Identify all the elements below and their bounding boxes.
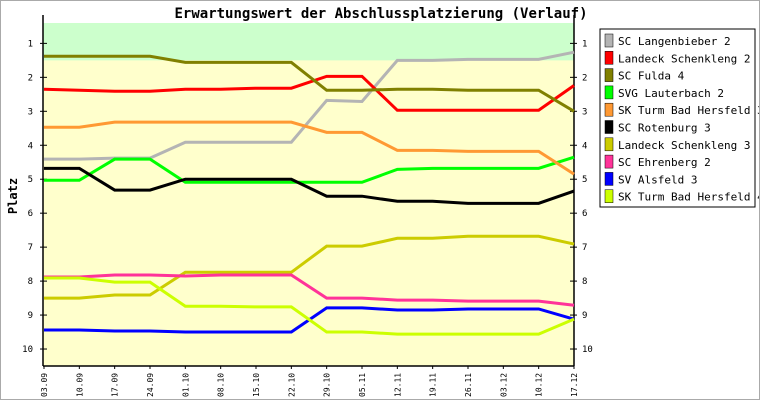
y-tick-label: 10: [22, 345, 33, 355]
legend-entry: SC Ehrenberg 2: [618, 156, 711, 169]
legend-entry: Landeck Schenkleng 2: [618, 52, 750, 65]
x-tick-label: 22.10: [287, 373, 296, 397]
legend-box: [599, 28, 756, 208]
x-tick-label: 10.12: [535, 373, 544, 397]
y-axis-label: Platz: [6, 178, 20, 214]
x-tick-label: 08.10: [217, 373, 226, 397]
y-tick-label: 3: [28, 107, 33, 117]
legend-entry: SC Rotenburg 3: [618, 122, 711, 135]
x-tick-label: 03.09: [40, 373, 49, 397]
legend-swatch: [604, 120, 614, 134]
series-line: [44, 155, 575, 184]
y-tick-label: 5: [28, 175, 33, 185]
y-tick-label: 6: [582, 209, 587, 219]
y-tick-label: 9: [28, 311, 33, 321]
series-line: [44, 166, 575, 205]
y-tick-label: 10: [582, 345, 593, 355]
x-tick-label: 01.10: [181, 373, 190, 397]
legend-swatch: [604, 102, 614, 117]
legend-swatch: [604, 85, 614, 100]
x-tick-label: 26.11: [464, 373, 473, 397]
legend-entry: SV Alsfeld 3: [618, 173, 697, 186]
x-tick-label: 12.11: [393, 373, 402, 397]
y-tick-label: 2: [28, 73, 33, 83]
legend-entry: Landeck Schenkleng 3: [618, 139, 750, 152]
series-line: [44, 120, 575, 176]
x-tick-label: 17.09: [111, 373, 120, 397]
series-line: [44, 276, 575, 336]
legend-swatch: [604, 172, 614, 186]
legend-swatch: [604, 154, 614, 169]
series-line: [44, 273, 575, 307]
y-tick-label: 9: [582, 311, 587, 321]
y-tick-label: 8: [582, 277, 587, 287]
x-tick-label: 03.12: [499, 373, 508, 397]
legend-swatch: [604, 189, 614, 203]
x-tick-label: 10.09: [75, 373, 84, 397]
y-tick-label: 7: [28, 243, 33, 253]
y-tick-label: 8: [28, 277, 33, 287]
y-tick-label: 3: [582, 107, 587, 117]
legend-swatch: [604, 137, 614, 152]
series-line: [43, 74, 575, 112]
legend-entry: SK Turm Bad Hersfeld 4: [618, 191, 759, 204]
x-tick-label: 29.10: [323, 373, 332, 397]
x-tick-label: 05.11: [358, 373, 367, 397]
x-tick-label: 24.09: [146, 373, 155, 397]
x-tick-label: 15.10: [252, 373, 261, 397]
chart-title: Erwartungswert der Abschlussplatzierung …: [174, 6, 587, 22]
y-tick-label: 1: [582, 39, 587, 49]
legend-entry: SK Turm Bad Hersfeld 3: [618, 104, 759, 117]
legend-entry: SVG Lauterbach 2: [618, 87, 724, 100]
legend: SC Langenbieber 2 Landeck Schenkleng 2 SC …: [599, 28, 759, 208]
series-line: [44, 54, 575, 113]
y-tick-label: 5: [582, 175, 587, 185]
y-tick-label: 7: [582, 243, 587, 253]
y-tick-label: 4: [28, 141, 33, 151]
plot-area: 1 1 2 2 3 3 4 4 5 5 6 6 7 7 8 8 9 9 10 10 03.09 10.09 17.09 24.…: [22, 15, 593, 397]
legend-entry: SC Fulda 4: [618, 70, 685, 83]
legend-swatch: [604, 33, 614, 48]
y-tick-label: 1: [28, 39, 33, 49]
promotion-band: [43, 23, 574, 61]
legend-swatch: [604, 68, 614, 82]
y-tick-label: 2: [582, 73, 587, 83]
x-tick-label: 19.11: [429, 373, 438, 397]
series-line: [44, 234, 575, 300]
x-tick-label: 17.12: [570, 373, 579, 397]
legend-entry: SC Langenbieber 2: [618, 35, 731, 48]
y-tick-label: 6: [28, 209, 33, 219]
legend-swatch: [604, 51, 614, 65]
y-tick-label: 4: [582, 141, 587, 151]
